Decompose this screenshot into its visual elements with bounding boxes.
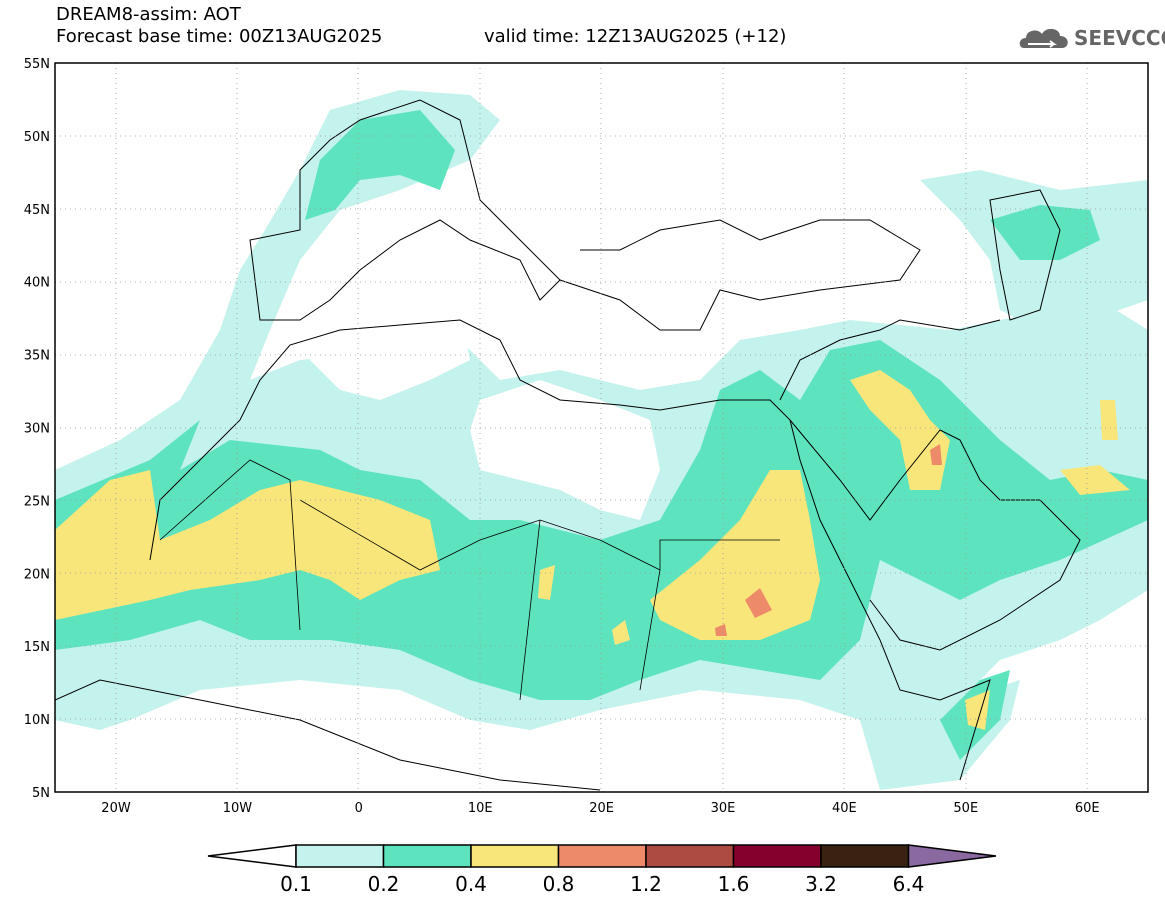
graticule xyxy=(55,63,1148,792)
cloud-icon xyxy=(1019,28,1068,48)
colorbar xyxy=(207,844,997,868)
valid-time: valid time: 12Z13AUG2025 (+12) xyxy=(484,26,787,47)
lon-label: 20W xyxy=(101,801,131,816)
title-line1: DREAM8-assim: AOT xyxy=(56,4,241,25)
colorbar-bin xyxy=(382,844,472,868)
lat-label: 25N xyxy=(24,494,50,509)
colorbar-label: 3.2 xyxy=(805,872,837,896)
colorbar-bin xyxy=(820,844,910,868)
lon-label: 20E xyxy=(589,801,614,816)
lat-label: 55N xyxy=(24,57,50,72)
colorbar-label: 1.6 xyxy=(717,872,750,896)
colorbar-label: 0.4 xyxy=(455,872,487,896)
lon-label: 10E xyxy=(468,801,493,816)
lon-label: 0 xyxy=(355,801,363,816)
aot-0.2-caspian xyxy=(990,205,1100,260)
lon-label: 50E xyxy=(953,801,978,816)
colorbar-bin xyxy=(470,844,560,868)
lat-label: 20N xyxy=(24,567,50,582)
lon-label: 40E xyxy=(832,801,857,816)
lat-label: 10N xyxy=(24,713,50,728)
colorbar-over xyxy=(907,844,997,868)
seevccc-logo: SEEVCCC xyxy=(1018,24,1165,52)
lat-label: 35N xyxy=(24,349,50,364)
aot-0.8-kuwait xyxy=(930,444,942,465)
colorbar-label: 0.8 xyxy=(542,872,575,896)
sahara-clear-2 xyxy=(310,290,470,400)
colorbar-bin xyxy=(295,844,385,868)
lon-label: 10W xyxy=(223,801,253,816)
colorbar-under xyxy=(207,844,297,868)
aot-0.4-sudan xyxy=(650,470,820,640)
forecast-base-time: Forecast base time: 00Z13AUG2025 xyxy=(56,26,383,47)
colorbar-label: 6.4 xyxy=(892,872,925,896)
lat-label: 40N xyxy=(24,276,50,291)
aot-0.4-iraq xyxy=(850,370,950,490)
aot-0.4-west xyxy=(55,470,440,620)
logo-text: SEEVCCC xyxy=(1074,26,1165,50)
colorbar-label: 0.1 xyxy=(280,872,312,896)
lon-label: 60E xyxy=(1075,801,1100,816)
colorbar-bin xyxy=(557,844,647,868)
colorbar-bin xyxy=(645,844,735,868)
lat-label: 50N xyxy=(24,130,50,145)
lat-label: 15N xyxy=(24,640,50,655)
sahara-clear-1 xyxy=(470,380,660,520)
colorbar-bin xyxy=(732,844,822,868)
lat-label: 45N xyxy=(24,203,50,218)
aot-0.8-sudan xyxy=(715,588,772,636)
plot-frame xyxy=(54,62,1149,793)
lon-label: 30E xyxy=(711,801,736,816)
lat-label: 30N xyxy=(24,422,50,437)
colorbar-label: 0.2 xyxy=(367,872,400,896)
aot-0.2-france xyxy=(305,110,455,220)
aot-0.2-region xyxy=(55,340,1148,700)
lat-label: 5N xyxy=(32,786,50,801)
colorbar-label: 1.2 xyxy=(630,872,662,896)
